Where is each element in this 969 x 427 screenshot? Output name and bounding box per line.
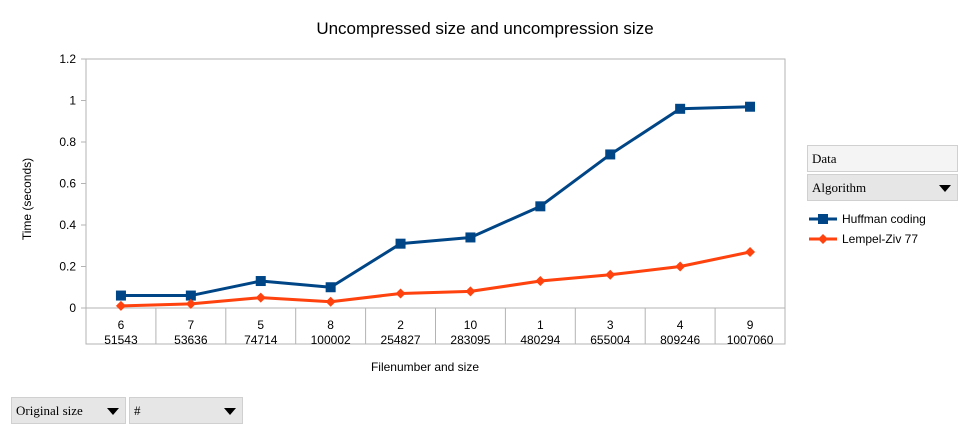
legend-marker bbox=[818, 234, 828, 244]
data-point bbox=[185, 298, 196, 309]
data-field[interactable]: Data bbox=[807, 145, 958, 172]
x-tick-file-number: 8 bbox=[327, 318, 334, 332]
data-point bbox=[255, 276, 266, 287]
data-point bbox=[605, 269, 616, 280]
data-point bbox=[745, 101, 756, 112]
x-tick-file-number: 1 bbox=[537, 318, 544, 332]
original-size-dropdown-label: Original size bbox=[16, 402, 83, 418]
x-tick-file-number: 5 bbox=[257, 318, 264, 332]
data-point bbox=[465, 286, 476, 297]
chart-title: Uncompressed size and uncompression size bbox=[316, 19, 653, 38]
data-point bbox=[115, 300, 126, 311]
y-tick-label: 0.8 bbox=[59, 135, 76, 149]
x-tick-file-number: 3 bbox=[607, 318, 614, 332]
legend-label: Huffman coding bbox=[842, 212, 926, 226]
algorithm-dropdown-label: Algorithm bbox=[812, 179, 867, 195]
legend-item: Huffman coding bbox=[809, 212, 926, 226]
data-field-label: Data bbox=[812, 150, 837, 166]
data-point bbox=[535, 276, 546, 287]
y-axis: 0 0.2 0.4 0.6 0.8 1 1.2 bbox=[59, 52, 86, 315]
chevron-down-icon bbox=[107, 407, 119, 415]
x-tick-file-number: 6 bbox=[118, 318, 125, 332]
original-size-dropdown[interactable]: Original size bbox=[11, 397, 126, 424]
legend-marker bbox=[818, 214, 828, 224]
series-0 bbox=[115, 101, 756, 301]
data-point bbox=[745, 246, 756, 257]
y-tick-label: 0 bbox=[69, 301, 76, 315]
x-tick-size: 74714 bbox=[244, 333, 278, 347]
x-tick-size: 1007060 bbox=[727, 333, 774, 347]
data-point bbox=[185, 290, 196, 301]
y-tick-label: 0.4 bbox=[59, 218, 76, 232]
hash-dropdown-label: # bbox=[134, 402, 141, 418]
x-tick-size: 655004 bbox=[590, 333, 630, 347]
x-tick-size: 100002 bbox=[311, 333, 351, 347]
x-tick-file-number: 9 bbox=[747, 318, 754, 332]
series-line bbox=[120, 105, 751, 298]
chevron-down-icon bbox=[224, 407, 236, 415]
y-tick-label: 0.2 bbox=[59, 260, 76, 274]
data-point bbox=[605, 149, 616, 160]
x-tick-file-number: 2 bbox=[397, 318, 404, 332]
series-line bbox=[120, 250, 751, 308]
x-tick-file-number: 10 bbox=[464, 318, 478, 332]
y-axis-label: Time (seconds) bbox=[20, 158, 34, 240]
series-1 bbox=[115, 246, 756, 311]
x-tick-size: 53636 bbox=[174, 333, 208, 347]
plot-area bbox=[85, 58, 786, 345]
x-tick-file-number: 7 bbox=[188, 318, 195, 332]
data-point bbox=[325, 296, 336, 307]
data-point bbox=[675, 103, 686, 114]
legend-item: Lempel-Ziv 77 bbox=[809, 232, 918, 246]
data-point bbox=[115, 290, 126, 301]
data-point bbox=[535, 201, 546, 212]
algorithm-dropdown[interactable]: Algorithm bbox=[807, 174, 958, 201]
data-point bbox=[255, 292, 266, 303]
x-tick-size: 480294 bbox=[520, 333, 560, 347]
x-tick-size: 283095 bbox=[450, 333, 490, 347]
data-point bbox=[675, 261, 686, 272]
data-point bbox=[325, 282, 336, 293]
legend: Huffman coding Lempel-Ziv 77 bbox=[809, 212, 926, 246]
y-tick-label: 0.6 bbox=[59, 177, 76, 191]
x-tick-file-number: 4 bbox=[677, 318, 684, 332]
x-tick-size: 254827 bbox=[381, 333, 421, 347]
series-layer bbox=[115, 101, 756, 311]
data-point bbox=[395, 288, 406, 299]
data-point bbox=[395, 238, 406, 249]
hash-dropdown[interactable]: # bbox=[129, 397, 243, 424]
y-tick-label: 1.2 bbox=[59, 52, 76, 66]
x-axis-label: Filenumber and size bbox=[371, 360, 479, 374]
chevron-down-icon bbox=[939, 184, 951, 192]
data-point bbox=[465, 232, 476, 243]
x-tick-size: 809246 bbox=[660, 333, 700, 347]
x-tick-size: 51543 bbox=[104, 333, 138, 347]
legend-label: Lempel-Ziv 77 bbox=[842, 232, 918, 246]
y-tick-label: 1 bbox=[69, 94, 76, 108]
